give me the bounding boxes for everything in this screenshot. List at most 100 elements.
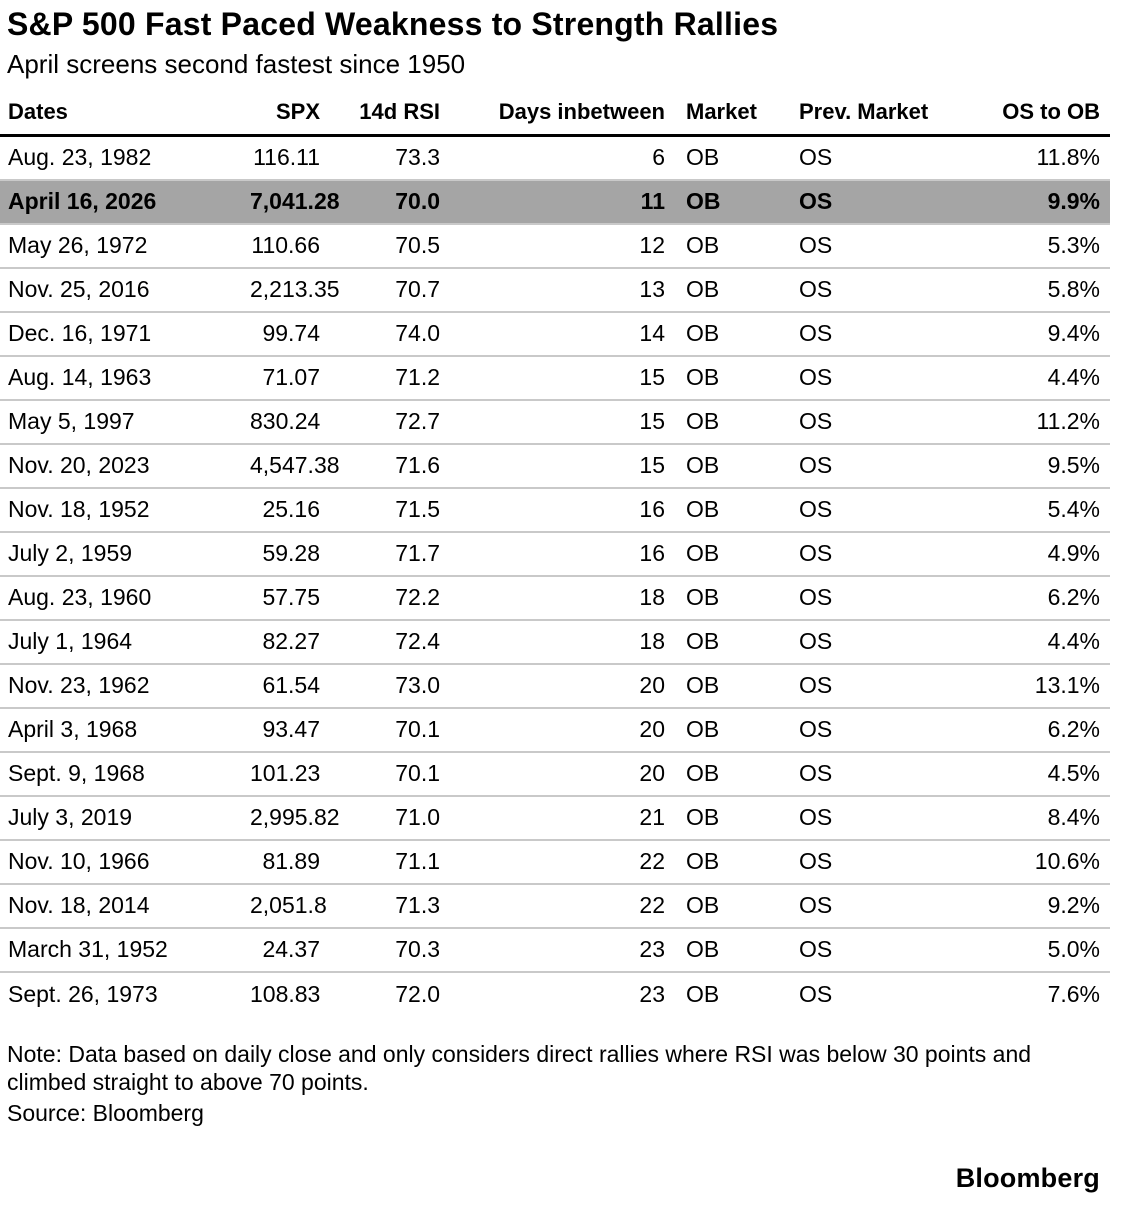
table-cell: 72.7 (395, 408, 440, 434)
table-cell: Nov. 18, 1952 (8, 496, 150, 522)
table-cell: 5.0% (1047, 936, 1100, 962)
table-cell: OS (799, 760, 833, 786)
table-cell: OB (686, 320, 720, 346)
table-row: Aug. 14, 1963 71.07 71.2 15 OB OS 4.4% (0, 356, 1110, 400)
table-cell: 830.24 (250, 408, 321, 434)
table-row: Nov. 23, 1962 61.54 73.0 20 OB OS 13.1% (0, 664, 1110, 708)
table-cell: 81.89 (262, 848, 320, 874)
table-cell: 8.4% (1047, 804, 1100, 830)
table-cell: Nov. 18, 2014 (8, 892, 150, 918)
table-cell: OS (799, 584, 833, 610)
table-cell: OB (686, 760, 720, 786)
table-cell: 15 (639, 408, 665, 434)
table-row: Sept. 26, 1973 108.83 72.0 23 OB OS 7.6% (0, 972, 1110, 1016)
table-cell: 72.2 (395, 584, 440, 610)
table-cell: July 3, 2019 (8, 804, 133, 830)
table-cell: OB (686, 408, 720, 434)
table-row: Nov. 10, 1966 81.89 71.1 22 OB OS 10.6% (0, 840, 1110, 884)
table-cell: 2,051.8 (250, 892, 327, 918)
table-cell: 71.6 (395, 452, 440, 478)
table-cell: 12 (639, 232, 665, 258)
table-cell: April 16, 2026 (8, 188, 157, 214)
table-cell: OB (686, 276, 720, 302)
table-cell: OS (799, 848, 833, 874)
table-cell: OB (686, 452, 720, 478)
table-cell: OS (799, 496, 833, 522)
table-cell: 70.1 (395, 716, 440, 742)
table-cell: 110.66 (251, 232, 320, 258)
table-cell: OS (799, 364, 833, 390)
table-cell: 25.16 (262, 496, 320, 522)
rallies-table: Dates SPX 14d RSI Days inbetween Market Prev.… (0, 99, 1110, 1016)
table-cell: Nov. 20, 2023 (8, 452, 150, 478)
page-title: S&P 500 Fast Paced Weakness to Strength … (7, 6, 779, 42)
table-cell: 13 (639, 276, 665, 302)
table-cell: 16 (639, 496, 665, 522)
bloomberg-table-graphic: S&P 500 Fast Paced Weakness to Strength … (0, 6, 1123, 1206)
table-cell: 82.27 (262, 628, 320, 654)
table-cell: 99.74 (262, 320, 320, 346)
table-cell: 22 (639, 892, 665, 918)
table-cell: 5.3% (1047, 232, 1100, 258)
table-cell: OS (799, 892, 833, 918)
table-row-highlighted: April 16, 2026 7,041.28 70.0 11 OB OS 9.9% (0, 179, 1110, 224)
table-cell: Nov. 25, 2016 (8, 276, 150, 302)
table-cell: OB (686, 628, 720, 654)
table-cell: OS (799, 716, 833, 742)
table-cell: 11.2% (1036, 408, 1100, 434)
table-cell: July 1, 1964 (8, 628, 133, 654)
table-cell: 20 (639, 672, 665, 698)
table-row: Aug. 23, 1982 116.11 73.3 6 OB OS 11.8% (0, 136, 1110, 180)
table-row: Aug. 23, 1960 57.75 72.2 18 OB OS 6.2% (0, 576, 1110, 620)
table-cell: 72.0 (395, 980, 440, 1007)
table-row: May 5, 1997 830.24 72.7 15 OB OS 11.2% (0, 400, 1110, 444)
table-cell: 71.07 (262, 364, 320, 390)
table-row: Sept. 9, 1968 101.23 70.1 20 OB OS 4.5% (0, 752, 1110, 796)
table-row: Nov. 18, 2014 2,051.8 71.3 22 OB OS 9.2% (0, 884, 1110, 928)
column-header-dates: Dates (8, 99, 68, 124)
table-cell: OB (686, 672, 720, 698)
table-cell: 9.9% (1047, 188, 1100, 214)
table-cell: 4,547.38 (250, 452, 340, 478)
table-cell: 23 (639, 980, 665, 1007)
column-header-prev-market: Prev. Market (799, 99, 929, 124)
table-cell: OB (686, 188, 721, 214)
table-cell: 2,213.35 (250, 276, 340, 302)
table-cell: 9.5% (1047, 452, 1100, 478)
table-cell: OB (686, 584, 720, 610)
table-cell: 4.4% (1047, 364, 1100, 390)
table-cell: 22 (639, 848, 665, 874)
table-row: July 3, 2019 2,995.82 71.0 21 OB OS 8.4% (0, 796, 1110, 840)
table-cell: Dec. 16, 1971 (8, 320, 152, 346)
table-cell: OB (686, 540, 720, 566)
table-row: March 31, 1952 24.37 70.3 23 OB OS 5.0% (0, 928, 1110, 972)
table-cell: OS (799, 804, 833, 830)
table-cell: OB (686, 804, 720, 830)
table-cell: 70.0 (395, 188, 440, 214)
table-row: Nov. 25, 2016 2,213.35 70.7 13 OB OS 5.8% (0, 268, 1110, 312)
table-cell: 10.6% (1034, 848, 1100, 874)
table-row: July 1, 1964 82.27 72.4 18 OB OS 4.4% (0, 620, 1110, 664)
table-cell: OB (686, 848, 720, 874)
table-cell: May 26, 1972 (8, 232, 148, 258)
table-cell: Aug. 14, 1963 (8, 364, 152, 390)
table-cell: 24.37 (262, 936, 320, 962)
table-cell: 73.3 (395, 144, 440, 171)
table-cell: 11 (640, 188, 665, 214)
table-cell: OB (686, 144, 720, 171)
table-cell: 57.75 (262, 584, 320, 610)
table-cell: April 3, 1968 (8, 716, 138, 742)
table-cell: 5.8% (1047, 276, 1100, 302)
table-cell: 7.6% (1047, 980, 1100, 1007)
column-header-spx: SPX (275, 99, 320, 124)
table-cell: OS (799, 936, 833, 962)
table-cell: OB (686, 232, 720, 258)
table-cell: OS (799, 232, 833, 258)
table-cell: OB (686, 496, 720, 522)
table-cell: Nov. 10, 1966 (8, 848, 150, 874)
table-cell: 59.28 (262, 540, 320, 566)
table-cell: 7,041.28 (250, 188, 340, 214)
table-row: May 26, 1972 110.66 70.5 12 OB OS 5.3% (0, 224, 1110, 268)
table-cell: 70.3 (395, 936, 440, 962)
column-header-14d-rsi: 14d RSI (359, 99, 440, 124)
